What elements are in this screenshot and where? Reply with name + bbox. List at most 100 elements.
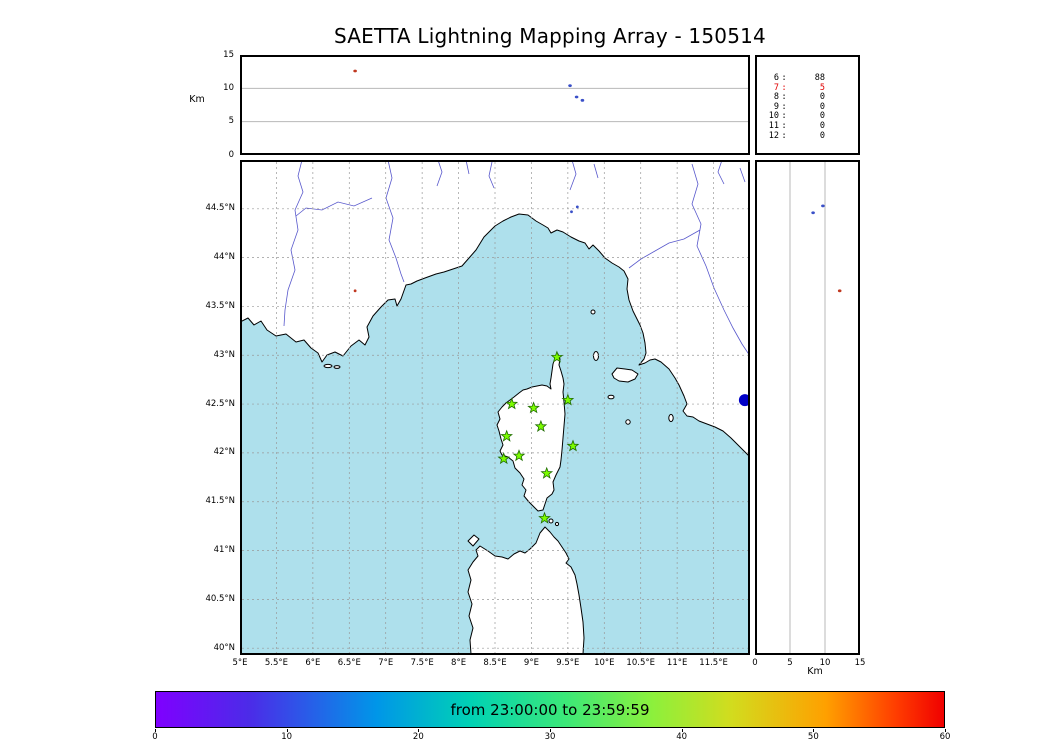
lma-station-star-marker <box>512 449 526 462</box>
lightning-source-point <box>738 394 750 407</box>
station-count-row: 7: 5 <box>765 82 825 94</box>
lma-station-star-marker <box>538 511 551 524</box>
station-count-level: 6 <box>773 73 779 83</box>
longitude-tick-label: 11.5°E <box>699 658 728 668</box>
altitude-longitude-panel <box>240 55 750 155</box>
island-gorgona <box>590 309 596 315</box>
island-porquerolles <box>323 363 333 369</box>
colorbar-tickmark <box>155 729 156 732</box>
lightning-source-point <box>568 84 572 88</box>
colorbar-tickmark <box>286 729 288 732</box>
map-gridlines <box>242 162 748 653</box>
river <box>717 160 725 185</box>
island-montecristo <box>625 419 631 425</box>
lightning-source-point <box>570 210 573 214</box>
lightning-source-point <box>811 211 815 215</box>
lightning-source-point <box>837 289 842 293</box>
island-maddalena <box>548 518 554 524</box>
station-count-separator: : <box>781 120 787 131</box>
colorbar-tick-label: 50 <box>807 732 819 742</box>
panel-background <box>240 55 750 155</box>
coastline-continent <box>240 160 750 458</box>
altitude-tick-label: 10 <box>819 658 831 668</box>
longitude-tick-label: 7°E <box>378 658 394 668</box>
station-count-level: 7 <box>773 82 779 93</box>
river <box>628 229 701 269</box>
longitude-tick-label: 10.5°E <box>626 658 655 668</box>
lightning-source-point <box>821 204 825 208</box>
river <box>465 160 470 175</box>
time-colorbar: from 23:00:00 to 23:59:59 <box>155 691 945 728</box>
river <box>385 160 405 283</box>
river <box>691 163 750 357</box>
lma-station-star-marker <box>505 397 519 410</box>
altitude-latitude-data-layer <box>789 162 842 653</box>
colorbar-tickmark <box>550 729 551 732</box>
station-count-value: 0 <box>819 120 825 131</box>
panel-border <box>240 55 750 155</box>
longitude-tick-label: 10°E <box>594 658 615 668</box>
station-count-panel: 6: 88 7: 5 8: 0 9: 0 10: 0 11: 0 12: 0 <box>755 55 860 155</box>
latitude-tick-label: 42.5°N <box>205 398 235 409</box>
station-count-level: 10 <box>768 111 779 122</box>
island-maddalena-2 <box>554 521 560 527</box>
station-count-separator: : <box>781 82 787 93</box>
map-data-layer <box>353 205 750 524</box>
colorbar-tick-label: 60 <box>939 732 951 742</box>
station-count-level: 12 <box>768 130 779 141</box>
island-pianosa <box>607 394 615 400</box>
lma-station-star-marker <box>566 439 580 452</box>
latitude-tick-label: 40°N <box>213 642 235 653</box>
lightning-source-point <box>575 205 579 209</box>
longitude-tick-label: 11°E <box>666 658 688 668</box>
altitude-tick-label: 0 <box>752 658 758 668</box>
longitude-tick-label: 7.5°E <box>410 658 434 668</box>
station-count-separator: : <box>781 101 787 112</box>
lma-station-star-marker <box>540 466 554 479</box>
station-count-value: 5 <box>819 82 825 93</box>
river <box>436 160 443 187</box>
altitude-tick-label: 15 <box>223 49 234 60</box>
island-giglio <box>668 413 674 423</box>
latitude-tick-label: 42°N <box>213 447 235 458</box>
colorbar-tickmark <box>945 729 946 732</box>
longitude-tick-label: 9.5°E <box>556 658 580 668</box>
station-count-value: 0 <box>819 101 825 112</box>
colorbar-tick-label: 0 <box>152 732 158 742</box>
rivers <box>283 160 750 357</box>
station-count-separator: : <box>781 130 787 141</box>
longitude-tick-label: 5°E <box>232 658 248 668</box>
lightning-source-point <box>574 95 579 99</box>
station-count-value: 88 <box>814 73 825 83</box>
lma-station-star-marker <box>534 419 548 432</box>
station-count-separator: : <box>781 73 787 83</box>
colorbar-tick-label: 30 <box>544 732 556 742</box>
river <box>593 163 599 179</box>
panel-background <box>755 160 860 655</box>
lma-station-star-marker <box>497 452 511 465</box>
figure-title: SAETTA Lightning Mapping Array - 150514 <box>334 24 766 48</box>
river <box>283 160 304 327</box>
colorbar-tickmark <box>681 729 683 732</box>
altitude-tick-label: 15 <box>854 658 866 668</box>
lightning-source-point <box>353 289 357 293</box>
altitude-tick-label: 10 <box>223 82 234 93</box>
longitude-tick-label: 8°E <box>451 658 467 668</box>
station-count-level: 9 <box>773 101 779 112</box>
lma-station-star-marker <box>527 401 540 414</box>
station-count-separator: : <box>781 92 787 103</box>
station-count-level: 11 <box>768 120 779 131</box>
longitude-tick-label: 9°E <box>523 658 539 668</box>
river <box>739 167 746 183</box>
station-count-row: 12: 0 <box>765 130 825 142</box>
colorbar-tick-label: 20 <box>412 732 424 742</box>
right-panel-km-label: Km <box>807 666 823 677</box>
latitude-tick-label: 44.5°N <box>205 203 235 214</box>
station-count-row: 11: 0 <box>765 120 825 132</box>
station-count-row: 6: 88 <box>765 73 825 84</box>
latitude-tick-label: 44°N <box>213 252 235 263</box>
island-sardinia <box>467 526 585 655</box>
altitude-tick-label: 0 <box>228 149 234 160</box>
latitude-tick-label: 41.5°N <box>205 496 235 507</box>
